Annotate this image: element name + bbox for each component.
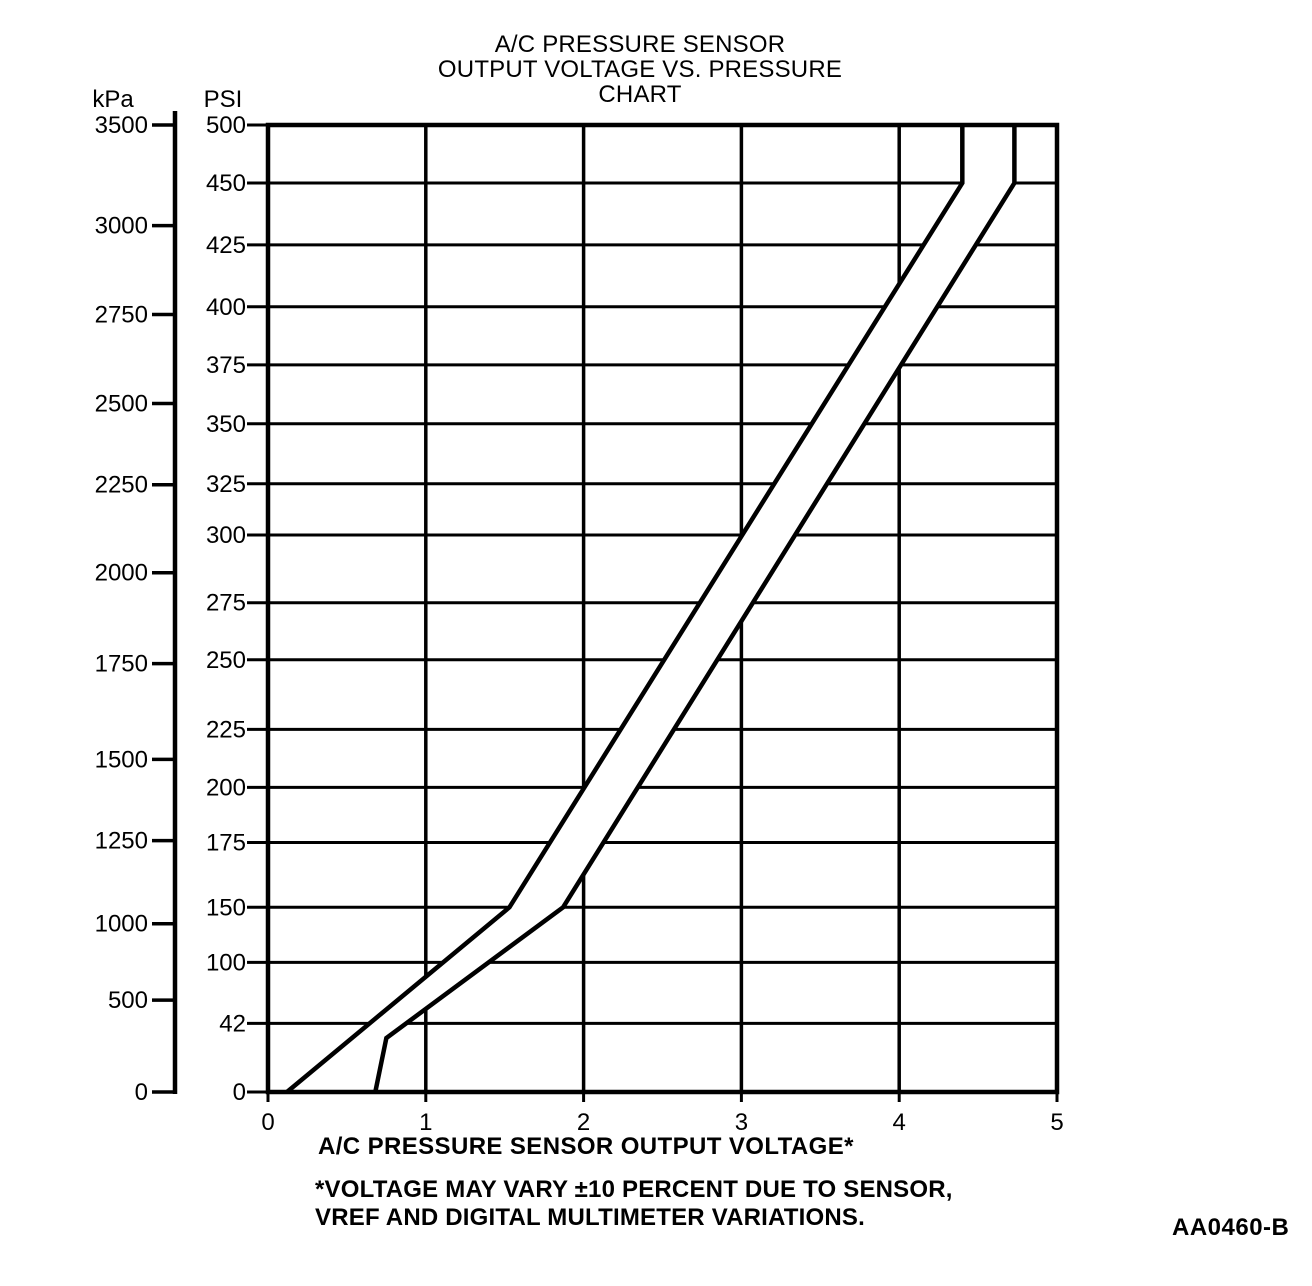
psi-tick-label: 400	[206, 294, 246, 321]
x-axis-title: A/C PRESSURE SENSOR OUTPUT VOLTAGE*	[318, 1133, 854, 1160]
series-upper-pressure-limit	[285, 125, 965, 1094]
kpa-tick-label: 2500	[95, 390, 148, 417]
psi-tick-label: 200	[206, 774, 246, 801]
figure-code: AA0460-B	[1172, 1214, 1290, 1241]
psi-axis-unit-label: PSI	[203, 86, 243, 113]
plot-frame	[265, 122, 1060, 1095]
kpa-tick-label: 3000	[95, 213, 148, 240]
kpa-tick-label: 2250	[95, 472, 148, 499]
psi-tick-label: 450	[206, 170, 246, 197]
psi-tick-label: 350	[206, 411, 246, 438]
voltage-variation-footnote: *VOLTAGE MAY VARY ±10 PERCENT DUE TO SEN…	[315, 1176, 953, 1231]
x-tick-label: 0	[261, 1109, 274, 1136]
x-tick-label: 1	[419, 1109, 432, 1136]
psi-tick-label: 425	[206, 232, 246, 259]
series-lower-pressure-limit	[373, 125, 1017, 1093]
x-tick-label: 2	[577, 1109, 590, 1136]
psi-tick-label: 300	[206, 522, 246, 549]
psi-tick-label: 225	[206, 716, 246, 743]
psi-tick-label: 150	[206, 894, 246, 921]
kpa-tick-label: 1750	[95, 651, 148, 678]
kpa-tick-label: 2750	[95, 302, 148, 329]
psi-tick-label: 275	[206, 590, 246, 617]
psi-tick-label: 250	[206, 647, 246, 674]
kpa-tick-label: 2000	[95, 560, 148, 587]
kpa-tick-label: 1500	[95, 746, 148, 773]
kpa-tick-label: 3500	[95, 112, 148, 139]
x-tick-label: 3	[735, 1109, 748, 1136]
psi-tick-label: 375	[206, 352, 246, 379]
psi-tick-label: 0	[233, 1079, 246, 1106]
kpa-tick-label: 1250	[95, 828, 148, 855]
psi-tick-label: 100	[206, 949, 246, 976]
chart-title: A/C PRESSURE SENSOR OUTPUT VOLTAGE VS. P…	[437, 31, 843, 108]
kpa-tick-label: 500	[108, 987, 148, 1014]
x-tick-label: 4	[893, 1109, 906, 1136]
psi-tick-label: 325	[206, 471, 246, 498]
psi-tick-label: 175	[206, 830, 246, 857]
x-tick-label: 5	[1050, 1109, 1063, 1136]
psi-tick-label: 500	[206, 112, 246, 139]
kpa-axis-unit-label: kPa	[92, 86, 134, 113]
psi-tick-label: 42	[219, 1010, 246, 1037]
kpa-tick-label: 0	[135, 1079, 148, 1106]
tolerance-band-fill	[286, 125, 1015, 1092]
kpa-tick-label: 1000	[95, 911, 148, 938]
